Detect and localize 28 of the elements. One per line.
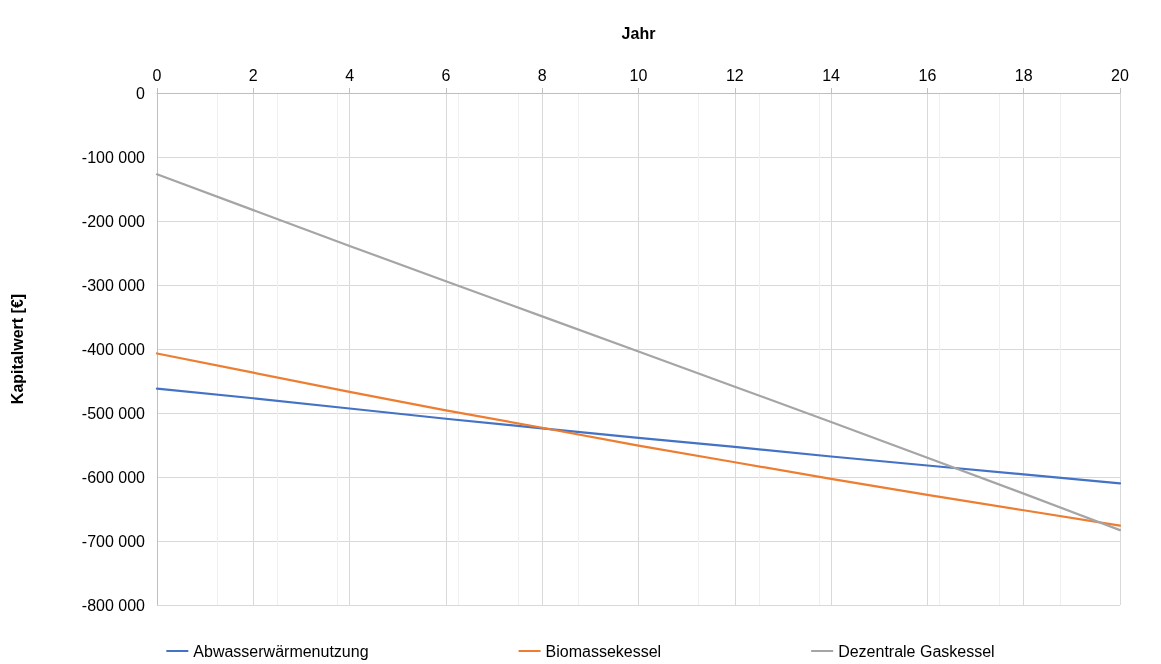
legend-label: Biomassekessel xyxy=(545,642,662,660)
x-tick-label: 20 xyxy=(1111,66,1129,84)
x-tick-label: 8 xyxy=(537,66,547,84)
y-tick-label: -500 000 xyxy=(81,404,146,422)
x-axis-title: Jahr xyxy=(621,24,656,42)
y-tick-label: -600 000 xyxy=(81,468,146,486)
x-tick-label: 12 xyxy=(725,66,744,84)
x-tick-label: 2 xyxy=(248,66,258,84)
x-tick-label: 4 xyxy=(345,66,355,84)
y-tick-label: -200 000 xyxy=(81,212,146,230)
line-series xyxy=(155,387,1122,485)
y-tick-label: -800 000 xyxy=(81,596,146,614)
y-axis-title: Kapitalwert [€] xyxy=(8,293,26,405)
legend-label: Dezentrale Gaskessel xyxy=(838,642,995,660)
y-tick-label: -700 000 xyxy=(81,532,146,550)
x-tick-label: 10 xyxy=(629,66,648,84)
y-tick-label: -300 000 xyxy=(81,276,146,294)
line-series xyxy=(155,173,1122,532)
x-tick-label: 6 xyxy=(441,66,451,84)
legend-label: Abwasserwärmenutzung xyxy=(193,642,369,660)
y-tick-label: -100 000 xyxy=(81,148,146,166)
x-tick-label: 16 xyxy=(918,66,937,84)
x-tick-label: 14 xyxy=(822,66,841,84)
line-series xyxy=(155,352,1122,527)
y-tick-label: 0 xyxy=(136,84,146,102)
y-tick-label: -400 000 xyxy=(81,340,146,358)
x-tick-label: 18 xyxy=(1014,66,1033,84)
x-tick-label: 0 xyxy=(152,66,162,84)
